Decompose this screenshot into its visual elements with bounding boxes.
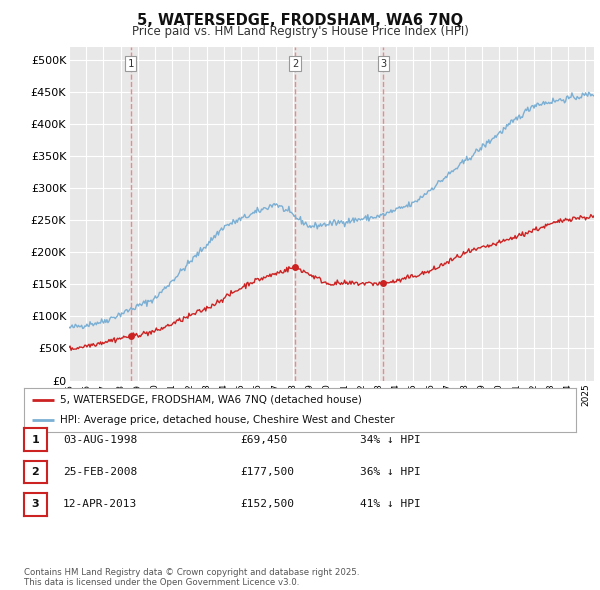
Text: 12-APR-2013: 12-APR-2013 bbox=[63, 500, 137, 509]
Text: Contains HM Land Registry data © Crown copyright and database right 2025.
This d: Contains HM Land Registry data © Crown c… bbox=[24, 568, 359, 587]
Text: 1: 1 bbox=[127, 59, 134, 69]
Text: 5, WATERSEDGE, FRODSHAM, WA6 7NQ: 5, WATERSEDGE, FRODSHAM, WA6 7NQ bbox=[137, 13, 463, 28]
Text: £177,500: £177,500 bbox=[240, 467, 294, 477]
Text: 25-FEB-2008: 25-FEB-2008 bbox=[63, 467, 137, 477]
Text: 03-AUG-1998: 03-AUG-1998 bbox=[63, 435, 137, 444]
Text: 1: 1 bbox=[32, 435, 39, 444]
Text: 3: 3 bbox=[380, 59, 386, 69]
Text: 3: 3 bbox=[32, 500, 39, 509]
Text: 2: 2 bbox=[292, 59, 298, 69]
Text: £69,450: £69,450 bbox=[240, 435, 287, 444]
Text: 5, WATERSEDGE, FRODSHAM, WA6 7NQ (detached house): 5, WATERSEDGE, FRODSHAM, WA6 7NQ (detach… bbox=[60, 395, 362, 405]
Text: 41% ↓ HPI: 41% ↓ HPI bbox=[360, 500, 421, 509]
Text: £152,500: £152,500 bbox=[240, 500, 294, 509]
Text: 36% ↓ HPI: 36% ↓ HPI bbox=[360, 467, 421, 477]
Text: 2: 2 bbox=[32, 467, 39, 477]
Text: Price paid vs. HM Land Registry's House Price Index (HPI): Price paid vs. HM Land Registry's House … bbox=[131, 25, 469, 38]
Text: 34% ↓ HPI: 34% ↓ HPI bbox=[360, 435, 421, 444]
Text: HPI: Average price, detached house, Cheshire West and Chester: HPI: Average price, detached house, Ches… bbox=[60, 415, 395, 425]
